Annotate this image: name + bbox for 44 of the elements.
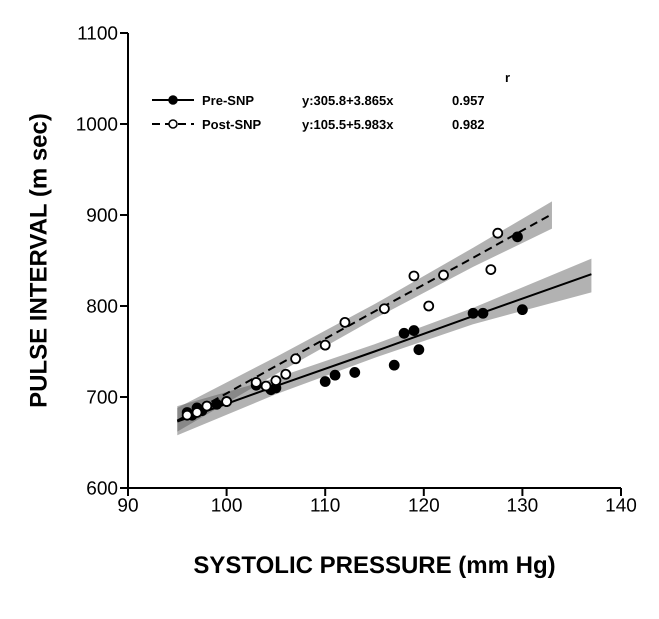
point — [378, 303, 390, 314]
annotation: y:305.8+3.865x — [302, 92, 394, 108]
x-tick-label: 130 — [506, 495, 538, 516]
x-tick-label: 90 — [117, 495, 139, 516]
point — [211, 398, 222, 410]
point — [512, 231, 523, 242]
point — [517, 304, 528, 316]
point — [398, 328, 410, 339]
point — [290, 353, 302, 364]
y-tick-label: 800 — [86, 296, 118, 318]
y-tick-label: 700 — [86, 388, 118, 409]
point — [485, 264, 496, 275]
y-tick-label: 900 — [86, 206, 118, 227]
x-tick-label: 110 — [310, 495, 340, 516]
annotation: 0.982 — [452, 116, 485, 132]
x-axis-title: SYSTOLIC PRESSURE (mm Hg) — [193, 552, 556, 579]
point — [280, 368, 292, 380]
x-tick-label: 140 — [605, 495, 637, 516]
y-tick-label: 1100 — [77, 24, 118, 45]
point — [340, 316, 350, 328]
point — [320, 340, 331, 351]
point — [413, 344, 424, 356]
y-axis-title: PULSE INTERVAL (m sec) — [26, 113, 53, 408]
y-tick-label: 600 — [86, 478, 118, 500]
annotation: 0.957 — [452, 92, 485, 108]
y-tick-label: 1000 — [76, 114, 118, 136]
point — [492, 228, 504, 239]
point — [349, 367, 360, 378]
x-tick-label: 100 — [210, 495, 242, 516]
point — [330, 370, 340, 381]
point — [320, 376, 331, 387]
point — [478, 308, 488, 319]
point — [438, 270, 449, 280]
point — [260, 380, 272, 392]
point — [388, 360, 400, 371]
legend-title: r — [505, 70, 510, 87]
point — [408, 325, 420, 336]
point — [468, 308, 478, 319]
legend-label: Post-SNP — [202, 116, 262, 132]
legend-label: Pre-SNP — [202, 92, 256, 108]
annotation: y:105.5+5.983x — [302, 116, 394, 132]
x-tick-label: 120 — [408, 495, 440, 516]
point — [408, 270, 420, 282]
point — [423, 300, 434, 312]
